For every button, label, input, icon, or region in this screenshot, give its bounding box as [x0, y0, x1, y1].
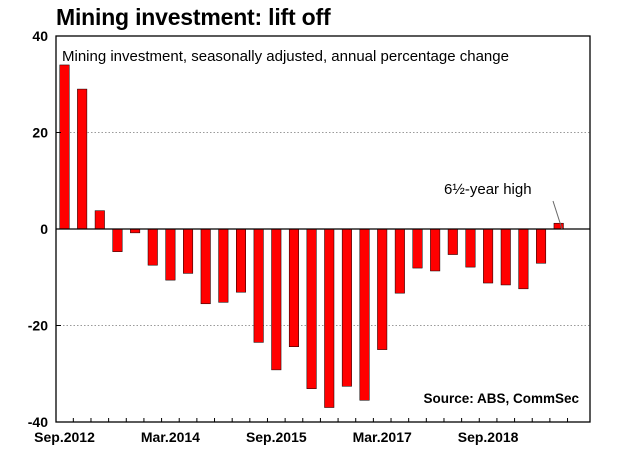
y-tick-label: 40: [32, 28, 48, 44]
bar: Dec.2018: -11.6: [500, 228, 511, 286]
bar: Dec.2015: -24.4: [288, 228, 299, 347]
bar: Mar.2014: -10.6: [165, 228, 176, 281]
annotation-label: 6½-year high: [444, 181, 532, 198]
x-axis: Sep.2012 Mar.2014 Sep.2015 Mar.2017 Sep.2018: [34, 418, 569, 445]
bar: Sep.2012: 34: [59, 64, 70, 230]
bar: Jun.2015: -23.5: [253, 228, 264, 343]
y-tick-label: 0: [40, 221, 48, 237]
x-tick-label: Sep.2018: [458, 429, 519, 445]
bar: Sep.2014: -15.5: [200, 228, 211, 305]
bar: Mar.2018: -5.3: [447, 228, 458, 255]
annotation-leader: [552, 200, 563, 230]
y-tick-label: 20: [32, 125, 48, 141]
bar: Sep.2016: -32.6: [341, 228, 352, 387]
x-tick-label: Mar.2014: [141, 429, 200, 445]
bar: Sep.2018: -11.2: [483, 228, 494, 284]
bar: Dec.2012: 29: [77, 88, 88, 230]
bar: Mar.2015: -13.1: [236, 228, 246, 293]
y-tick-label: -40: [28, 414, 48, 430]
bar: Mar.2013: 3.8: [94, 210, 105, 230]
source-note: Source: ABS, CommSec: [423, 391, 579, 406]
bar: Dec.2016: -35.5: [359, 228, 370, 401]
bar: Jun.2016: -37: [324, 228, 335, 408]
bar: Sep.2017: -8.1: [412, 228, 423, 269]
bar: Jun.2013: -4.7: [112, 228, 123, 252]
bar: Jun.2018: -7.9: [465, 228, 476, 268]
bar: Dec.2017: -8.7: [430, 228, 441, 272]
bar: Mar.2019: -12.4: [518, 228, 529, 290]
bar: Jun.2017: -13.3: [394, 228, 405, 294]
bar: Jun.2014: -9.2: [183, 228, 194, 274]
chart-title: Mining investment: lift off: [56, 4, 331, 30]
bar: Mar.2016: -33.1: [306, 228, 317, 389]
bar: Dec.2013: -7.5: [147, 228, 158, 266]
bar: Mar.2017: -25: [377, 228, 388, 350]
x-tick-label: Sep.2015: [246, 429, 307, 445]
x-tick-label: Sep.2012: [34, 429, 95, 445]
chart-subtitle: Mining investment, seasonally adjusted, …: [62, 48, 509, 65]
bar: Sep.2015: -29.2: [271, 228, 282, 371]
bar: Jun.2019: -7.1: [536, 228, 547, 264]
bar: Dec.2014: -15.2: [218, 228, 229, 303]
gridlines: [56, 132, 590, 326]
x-tick-label: Mar.2017: [353, 429, 412, 445]
y-tick-label: -20: [28, 318, 48, 334]
y-axis: 40 20 0 -20 -40: [28, 28, 61, 430]
